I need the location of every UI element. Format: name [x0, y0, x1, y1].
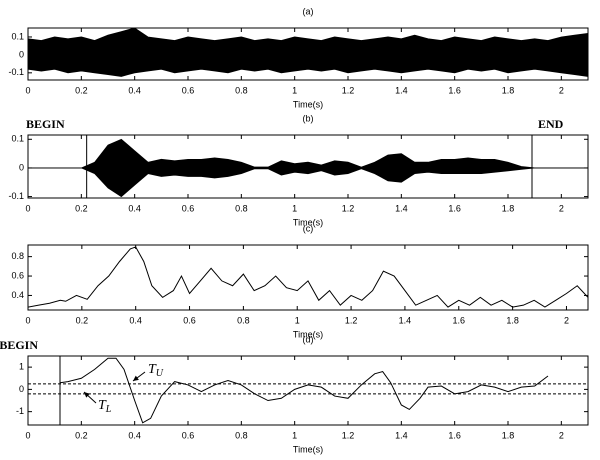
- endpoint-label: BEGIN: [26, 117, 65, 131]
- x-tick-label: 1.6: [448, 430, 461, 440]
- axes-frame: [27, 134, 589, 199]
- x-tick-label: 0.2: [75, 430, 88, 440]
- x-tick-label: 0.6: [183, 315, 196, 325]
- x-tick-label: 1.2: [342, 203, 355, 213]
- x-tick-label: 2: [559, 203, 564, 213]
- plot-area: [28, 357, 588, 424]
- panel: (c) Time(s) 0 0.2 0.4 0.6 0.8 1 1.2 1.4 1.6 1.8 2 0.8…: [11, 223, 589, 339]
- x-tick-label: 1.8: [502, 430, 515, 440]
- y-tick-label: 0: [19, 384, 24, 394]
- y-tick-label: 0: [19, 49, 24, 59]
- panel: (a) Time(s) 0 0.2 0.4 0.6 0.8 1 1.2 1.4 1.6 1.8 2 0.1…: [8, 6, 589, 109]
- x-tick-label: 0: [25, 430, 30, 440]
- y-tick-label: 0: [19, 162, 24, 172]
- x-tick-label: 0.2: [75, 85, 88, 95]
- x-tick-label: 2: [559, 85, 564, 95]
- x-tick-label: 0.8: [235, 85, 248, 95]
- x-tick-label: 1.2: [342, 85, 355, 95]
- waveform-envelope: [28, 54, 588, 77]
- x-tick-label: 0: [25, 315, 30, 325]
- x-tick-label: 1.6: [448, 85, 461, 95]
- y-tick-label: -0.1: [8, 191, 24, 201]
- x-tick-label: 0.6: [182, 85, 195, 95]
- x-tick-label: 1: [295, 315, 300, 325]
- x-tick-label: 0.6: [182, 430, 195, 440]
- endpoint-label: END: [538, 117, 564, 131]
- axes-frame: [27, 27, 589, 81]
- y-tick-label: 0.8: [11, 251, 24, 261]
- x-tick-label: 1.6: [453, 315, 466, 325]
- y-tick-label: 0.1: [11, 134, 24, 144]
- plot-area: [28, 246, 588, 308]
- y-tick-label: 0.6: [11, 270, 24, 280]
- panel-title: (c): [303, 223, 314, 233]
- threshold-sub: U: [156, 368, 164, 379]
- x-tick-label: 1.4: [399, 315, 412, 325]
- x-tick-label: 1.8: [506, 315, 519, 325]
- x-tick-label: 0: [25, 85, 30, 95]
- panel: (d) Time(s) 0 0.2 0.4 0.6 0.8 1 1.2 1.4 1.6 1.8 2 1 0 -…: [0, 334, 589, 454]
- x-axis-label: Time(s): [293, 217, 323, 227]
- x-tick-label: 1.8: [502, 203, 515, 213]
- axes-frame: [27, 244, 589, 311]
- x-tick-label: 2: [559, 430, 564, 440]
- arrow-head: [133, 375, 139, 381]
- x-tick-label: 0.8: [235, 430, 248, 440]
- endpoint-label: BEGIN: [0, 338, 38, 352]
- x-tick-label: 0.2: [75, 203, 88, 213]
- x-tick-label: 1.2: [345, 315, 358, 325]
- threshold-label: TU: [148, 362, 164, 379]
- panel-title: (d): [303, 334, 314, 344]
- x-tick-label: 0.8: [235, 203, 248, 213]
- y-tick-label: -0.1: [8, 67, 24, 77]
- threshold-sub: L: [105, 404, 112, 415]
- x-axis-label: Time(s): [293, 99, 323, 109]
- axes-frame: [27, 355, 589, 426]
- x-tick-label: 0.2: [76, 315, 89, 325]
- x-tick-label: 1.2: [342, 430, 355, 440]
- x-tick-label: 0.4: [129, 315, 142, 325]
- y-tick-label: 0.1: [11, 31, 24, 41]
- x-axis-label: Time(s): [293, 329, 323, 339]
- x-axis-label: Time(s): [293, 444, 323, 454]
- x-tick-label: 1.6: [448, 203, 461, 213]
- x-tick-label: 0.6: [182, 203, 195, 213]
- arrow-head: [84, 392, 90, 398]
- line: [28, 246, 588, 308]
- y-tick-label: -1: [16, 406, 24, 416]
- x-tick-label: 1: [292, 430, 297, 440]
- x-tick-label: 1.4: [395, 430, 408, 440]
- plot-area: [28, 138, 588, 198]
- threshold-main: T: [98, 398, 107, 413]
- x-tick-label: 1.4: [395, 203, 408, 213]
- threshold-label: TL: [98, 398, 112, 415]
- y-tick-label: 1: [19, 362, 24, 372]
- x-tick-label: 0.8: [237, 315, 250, 325]
- x-tick-label: 1.8: [502, 85, 515, 95]
- panel: (b) Time(s) 0 0.2 0.4 0.6 0.8 1 1.2 1.4 1.6 1.8 2 0.1…: [8, 113, 589, 227]
- waveform-envelope: [28, 138, 588, 169]
- x-tick-label: 1.4: [395, 85, 408, 95]
- waveform-envelope: [28, 167, 588, 198]
- x-tick-label: 0: [25, 203, 30, 213]
- x-tick-label: 0.4: [128, 85, 141, 95]
- line: [59, 357, 549, 424]
- panel-title: (a): [303, 6, 314, 16]
- x-tick-label: 0.4: [128, 203, 141, 213]
- x-tick-label: 1: [292, 203, 297, 213]
- waveform-envelope: [28, 28, 588, 56]
- threshold-main: T: [148, 362, 157, 377]
- x-tick-label: 1: [292, 85, 297, 95]
- y-tick-label: 0.4: [11, 290, 24, 300]
- plot-area: [28, 28, 588, 77]
- x-tick-label: 0.4: [128, 430, 141, 440]
- panel-title: (b): [303, 113, 314, 123]
- x-tick-label: 2: [564, 315, 569, 325]
